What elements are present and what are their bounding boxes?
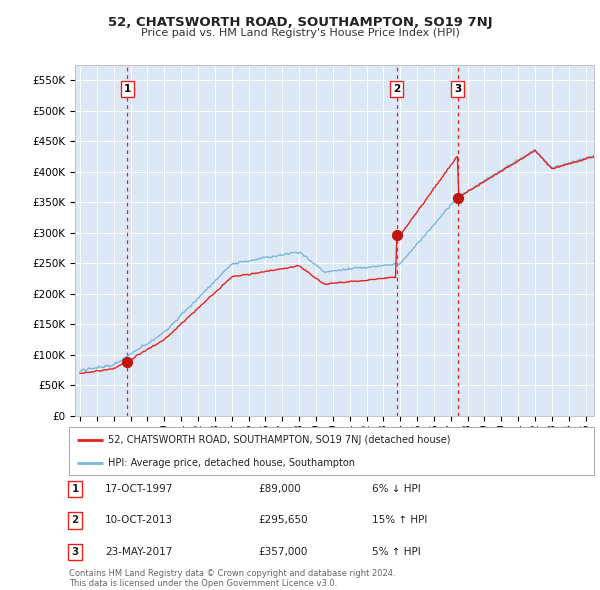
Text: 23-MAY-2017: 23-MAY-2017 xyxy=(105,547,172,556)
Text: 5% ↑ HPI: 5% ↑ HPI xyxy=(372,547,421,556)
Point xyxy=(122,357,132,366)
Text: £89,000: £89,000 xyxy=(258,484,301,494)
Text: 3: 3 xyxy=(454,84,461,94)
Text: HPI: Average price, detached house, Southampton: HPI: Average price, detached house, Sout… xyxy=(109,458,355,468)
Text: 17-OCT-1997: 17-OCT-1997 xyxy=(105,484,173,494)
Text: 2: 2 xyxy=(393,84,400,94)
Text: £295,650: £295,650 xyxy=(258,516,308,525)
Text: 3: 3 xyxy=(71,547,79,556)
Text: 52, CHATSWORTH ROAD, SOUTHAMPTON, SO19 7NJ (detached house): 52, CHATSWORTH ROAD, SOUTHAMPTON, SO19 7… xyxy=(109,435,451,445)
Text: Contains HM Land Registry data © Crown copyright and database right 2024.
This d: Contains HM Land Registry data © Crown c… xyxy=(69,569,395,588)
Text: £357,000: £357,000 xyxy=(258,547,307,556)
Text: Price paid vs. HM Land Registry's House Price Index (HPI): Price paid vs. HM Land Registry's House … xyxy=(140,28,460,38)
Text: 1: 1 xyxy=(124,84,131,94)
Text: 1: 1 xyxy=(71,484,79,494)
Text: 52, CHATSWORTH ROAD, SOUTHAMPTON, SO19 7NJ: 52, CHATSWORTH ROAD, SOUTHAMPTON, SO19 7… xyxy=(107,16,493,29)
Text: 6% ↓ HPI: 6% ↓ HPI xyxy=(372,484,421,494)
Point xyxy=(453,194,463,203)
Text: 10-OCT-2013: 10-OCT-2013 xyxy=(105,516,173,525)
Point xyxy=(392,231,401,240)
Text: 2: 2 xyxy=(71,516,79,525)
Text: 15% ↑ HPI: 15% ↑ HPI xyxy=(372,516,427,525)
